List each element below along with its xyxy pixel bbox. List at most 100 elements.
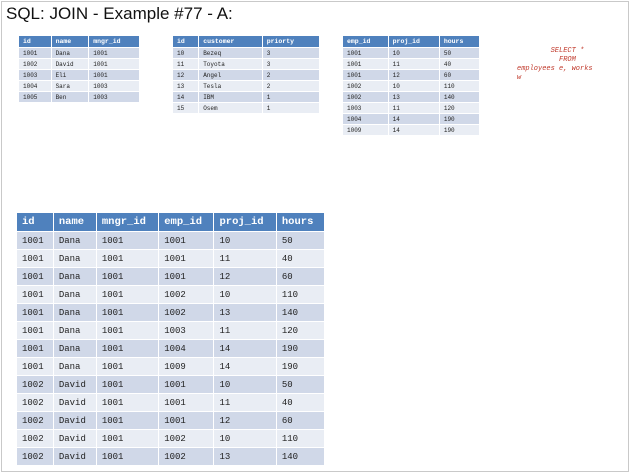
result-row: 1001 Dana 1001 1001 11 40 [17,250,324,267]
result-cell: 1001 [159,232,214,249]
works-cell: 1001 [343,48,388,58]
works-column-header: hours [439,36,479,47]
result-cell: 1001 [96,304,159,321]
customers-row: 14 IBM 1 [173,92,319,102]
result-cell: David [53,430,96,447]
result-cell: 1001 [159,250,214,267]
result-cell: 50 [276,376,324,393]
works-cell: 11 [388,59,439,69]
employees-header-row: id name mngr_id [19,36,139,47]
result-column-header: hours [276,213,324,231]
result-cell: 1001 [96,268,159,285]
works-row: 1001 10 50 [343,48,479,58]
result-cell: 1002 [159,430,214,447]
result-cell: 1001 [96,250,159,267]
result-cell: 140 [276,448,324,465]
employees-cell: 1002 [19,59,51,69]
customers-cell: 3 [262,59,319,69]
works-cell: 14 [388,114,439,124]
works-cell: 120 [439,103,479,113]
works-cell: 14 [388,125,439,135]
result-cell: 13 [214,448,276,465]
customers-column-header: customer [199,36,262,47]
result-cell: 1001 [17,232,53,249]
works-table: emp_id proj_id hours 1001 10 50 1001 11 40 1001 1… [342,35,480,136]
customers-header-row: id customer priorty [173,36,319,47]
result-cell: 1001 [17,250,53,267]
result-cell: 1002 [159,448,214,465]
result-cell: 60 [276,268,324,285]
customers-cell: Osem [199,103,262,113]
result-cell: 1001 [159,376,214,393]
employees-cell: 1001 [19,48,51,58]
employees-row: 1004 Sara 1003 [19,81,139,91]
employees-cell: 1004 [19,81,51,91]
result-cell: Dana [53,358,96,375]
result-row: 1002 David 1001 1001 11 40 [17,394,324,411]
employees-row: 1003 Eli 1001 [19,70,139,80]
result-cell: 50 [276,232,324,249]
result-column-header: proj_id [214,213,276,231]
result-cell: 110 [276,286,324,303]
result-column-header: mngr_id [96,213,159,231]
customers-row: 12 Angel 2 [173,70,319,80]
works-cell: 1001 [343,70,388,80]
result-cell: 60 [276,412,324,429]
result-cell: 1003 [159,322,214,339]
works-row: 1001 12 60 [343,70,479,80]
result-cell: 14 [214,340,276,357]
works-cell: 50 [439,48,479,58]
employees-table: id name mngr_id 1001 Dana 1001 1002 David 1001 1… [18,35,140,103]
customers-cell: 1 [262,92,319,102]
result-row: 1001 Dana 1001 1004 14 190 [17,340,324,357]
employees-cell: 1003 [89,81,139,91]
result-row: 1001 Dana 1001 1003 11 120 [17,322,324,339]
employees-body: 1001 Dana 1001 1002 David 1001 1003 Eli 1001 1004… [19,48,139,102]
customers-cell: 15 [173,103,199,113]
result-cell: 1001 [96,376,159,393]
result-column-header: id [17,213,53,231]
customers-cell: Toyota [199,59,262,69]
result-row: 1001 Dana 1001 1001 12 60 [17,268,324,285]
result-cell: 1001 [159,268,214,285]
result-cell: 14 [214,358,276,375]
employees-cell: Sara [51,81,89,91]
result-cell: 10 [214,430,276,447]
result-row: 1002 David 1001 1001 12 60 [17,412,324,429]
result-cell: 12 [214,412,276,429]
works-body: 1001 10 50 1001 11 40 1001 12 60 1002 10 110 1002 13 1… [343,48,479,135]
result-row: 1001 Dana 1001 1001 10 50 [17,232,324,249]
works-cell: 190 [439,125,479,135]
result-cell: 13 [214,304,276,321]
result-cell: 1002 [17,376,53,393]
result-cell: 1001 [17,268,53,285]
result-cell: David [53,376,96,393]
works-column-header: proj_id [388,36,439,47]
result-cell: 1001 [96,322,159,339]
works-cell: 140 [439,92,479,102]
result-cell: 1002 [17,430,53,447]
works-cell: 10 [388,81,439,91]
customers-table: id customer priorty 10 Bezeq 3 11 Toyota 3 12 Ang… [172,35,320,114]
employees-column-header: name [51,36,89,47]
result-column-header: emp_id [159,213,214,231]
works-cell: 40 [439,59,479,69]
customers-cell: 1 [262,103,319,113]
customers-cell: 2 [262,81,319,91]
employees-cell: Ben [51,92,89,102]
result-header: id name mngr_id emp_id proj_id hours [17,213,324,231]
result-cell: David [53,394,96,411]
works-cell: 1009 [343,125,388,135]
result-cell: 1001 [96,358,159,375]
works-header: emp_id proj_id hours [343,36,479,47]
result-cell: 1002 [17,448,53,465]
customers-cell: Angel [199,70,262,80]
employees-cell: 1003 [19,70,51,80]
employees-column-header: id [19,36,51,47]
works-cell: 1002 [343,81,388,91]
works-cell: 1002 [343,92,388,102]
result-cell: 1001 [17,286,53,303]
result-cell: 10 [214,286,276,303]
result-cell: 10 [214,232,276,249]
customers-row: 15 Osem 1 [173,103,319,113]
